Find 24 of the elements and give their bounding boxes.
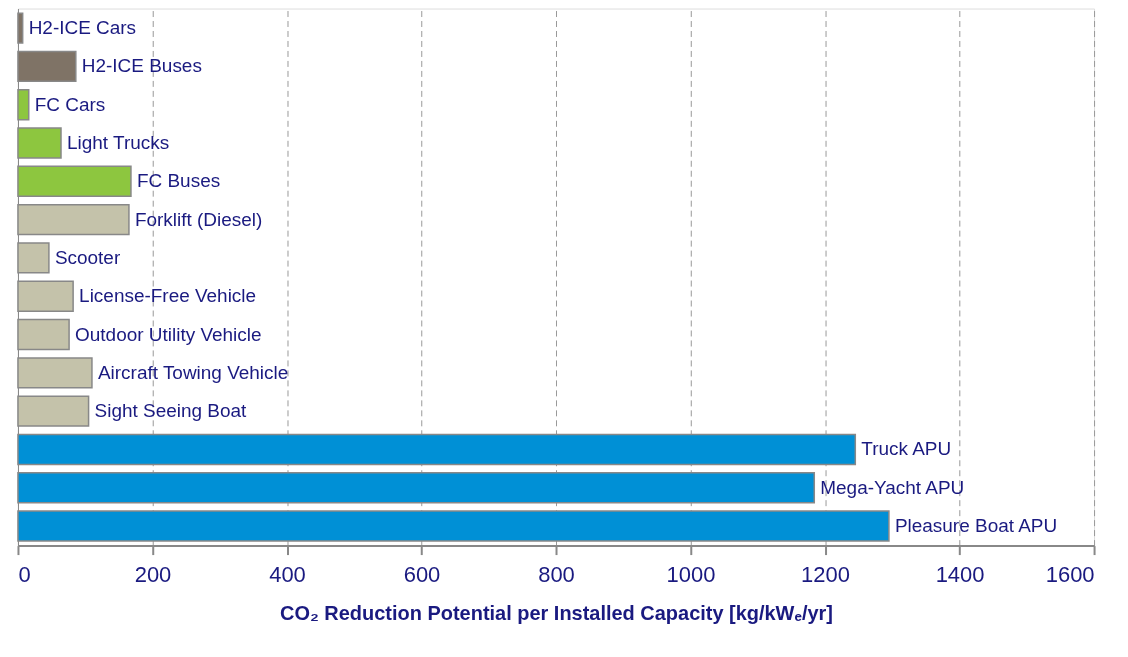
y-tick-label: H2-ICE Buses xyxy=(81,55,202,77)
x-tick-label: 1400 xyxy=(935,562,985,588)
x-tick-label: 800 xyxy=(538,562,575,588)
x-tick-label: 600 xyxy=(403,562,441,588)
y-tick-label: Truck APU xyxy=(861,438,952,460)
y-tick-label: FC Buses xyxy=(136,170,221,192)
x-tick-label: 0 xyxy=(18,562,31,588)
y-tick-label: License-Free Vehicle xyxy=(79,285,257,307)
y-tick-label: Scooter xyxy=(54,246,121,268)
y-tick-label: Outdoor Utility Vehicle xyxy=(75,323,262,345)
y-tick-label: Forklift (Diesel) xyxy=(134,208,263,230)
x-tick-label: 200 xyxy=(134,562,172,588)
y-tick-label: Sight Seeing Boat xyxy=(94,400,248,422)
y-tick-label: H2-ICE Cars xyxy=(28,17,137,39)
y-tick-label: Pleasure Boat APU xyxy=(894,515,1058,537)
x-tick-label: 400 xyxy=(269,562,306,588)
x-axis-title: CO₂ Reduction Potential per Installed Capacity [kg/kWₑ/yr] xyxy=(280,601,834,624)
x-tick-label: 1200 xyxy=(801,562,850,588)
y-tick-label: Mega-Yacht APU xyxy=(820,476,965,498)
y-tick-label: Light Trucks xyxy=(67,131,170,153)
y-tick-label: Aircraft Towing Vehicle xyxy=(97,361,289,383)
y-tick-label: FC Cars xyxy=(34,93,106,115)
x-tick-label: 1000 xyxy=(666,562,716,588)
x-tick-label: 1600 xyxy=(1045,562,1095,588)
